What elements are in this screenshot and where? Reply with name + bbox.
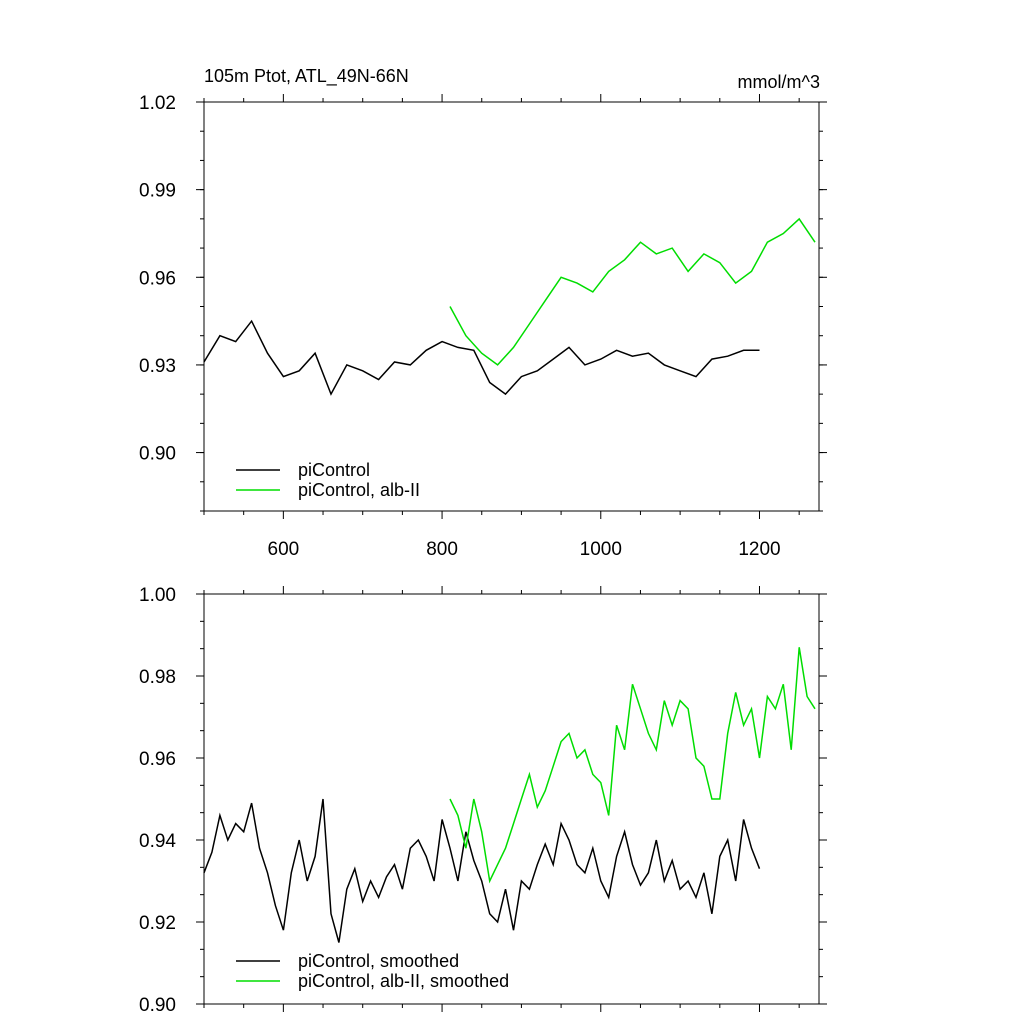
series-line-0-1 [449,217,816,366]
series-group-top [203,217,816,396]
y-tick-label: 0.93 [139,356,176,377]
legend-label-alb-ii-smoothed: piControl, alb-II, smoothed [298,971,509,991]
series-line-0-0 [203,319,760,396]
legend-label-picontrol: piControl [298,460,370,480]
y-tick-label: 0.96 [139,749,176,770]
y-axis-bottom: 0.90 0.92 0.94 0.96 0.98 1.00 [139,585,827,1016]
legend-bottom: piControl, smoothed piControl, alb-II, s… [236,951,509,991]
units-label: mmol/m^3 [738,72,820,92]
series-group-bottom [203,647,816,943]
series-line-1-1 [449,647,816,884]
plot-frame-bottom [203,593,820,1005]
y-axis-top: 0.90 0.93 0.96 0.99 1.02 [139,93,827,512]
plot-frame-top [203,101,820,512]
panel-bottom: 0.90 0.92 0.94 0.96 0.98 1.00 piControl, smoo… [139,585,827,1016]
y-tick-label: 0.99 [139,181,176,202]
x-axis-top: 600 800 1000 1200 [203,94,800,560]
legend-label-picontrol-smoothed: piControl, smoothed [298,951,459,971]
y-tick-label: 0.92 [139,913,176,934]
series-line-1-0 [203,798,761,943]
x-tick-label: 1000 [580,539,622,560]
y-tick-label: 0.94 [139,831,176,852]
y-tick-label: 0.90 [139,444,176,465]
y-tick-label: 0.90 [139,995,176,1016]
x-tick-label: 800 [426,539,458,560]
x-axis-bottom [203,586,800,1012]
legend-label-alb-ii: piControl, alb-II [298,480,420,500]
y-tick-label: 1.00 [139,585,176,606]
y-tick-label: 0.96 [139,268,176,289]
y-tick-label: 1.02 [139,93,176,114]
chart-title: 105m Ptot, ATL_49N-66N [204,66,409,87]
panel-top: 105m Ptot, ATL_49N-66N mmol/m^3 600 800 10… [139,66,827,560]
y-tick-label: 0.98 [139,667,176,688]
x-tick-label: 1200 [738,539,780,560]
x-tick-label: 600 [268,539,300,560]
legend-top: piControl piControl, alb-II [236,460,420,500]
